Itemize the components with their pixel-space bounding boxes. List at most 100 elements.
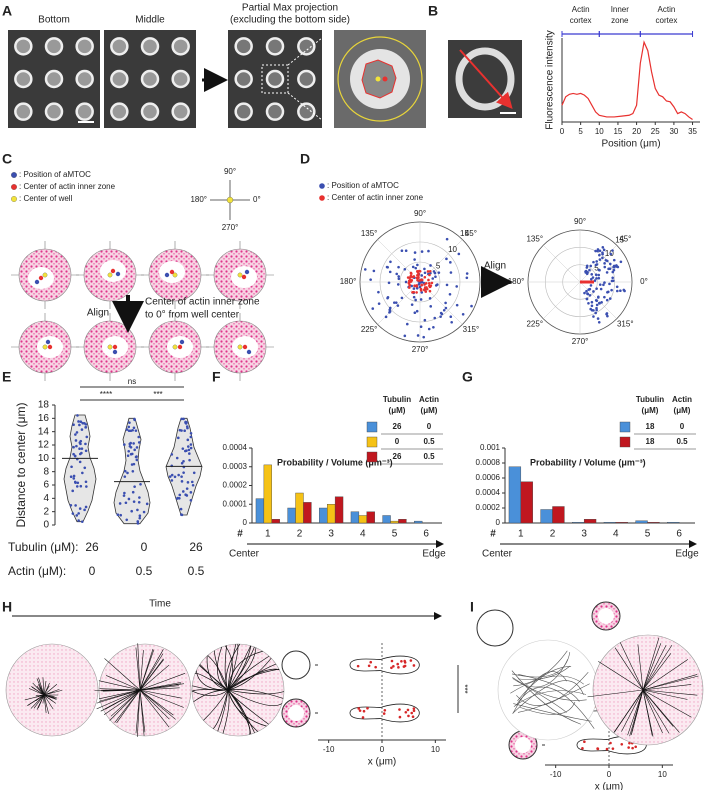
point [369,278,372,281]
point [77,519,80,522]
point [138,496,141,499]
label: 4 [360,529,366,540]
label: 315° [463,325,480,334]
point [118,502,122,505]
simulation [592,634,704,746]
point [611,249,614,252]
bar [398,519,407,524]
point [427,327,431,331]
point [428,269,432,273]
label: Tubulin (μM): [8,540,78,554]
point [119,513,123,517]
microtubule [110,689,141,717]
label: 180° [340,277,357,286]
point [168,475,172,478]
point [362,709,366,713]
label: E [2,369,11,385]
point [182,417,185,421]
point [434,275,437,278]
label: **** [100,390,112,399]
point [611,747,615,750]
point [131,469,135,473]
point [439,315,442,318]
point [605,298,609,302]
microtubule [227,645,252,691]
point [84,423,88,426]
point [627,746,630,749]
bar [271,519,280,524]
point [371,307,375,310]
label: Fluorescence intensity [545,30,556,130]
label: H [2,599,12,615]
label: 5 [594,263,599,272]
point [189,435,193,439]
point [129,452,133,456]
point [586,292,589,295]
simulation [191,643,285,737]
center-well [172,272,178,278]
point [400,249,404,253]
point [595,303,599,307]
point [407,281,411,285]
point [383,708,387,712]
point [130,463,134,466]
point [184,422,188,425]
label: Tubulin [383,395,411,404]
microtubule [139,673,186,691]
point [588,268,591,272]
point [598,283,602,286]
point [595,287,598,290]
label: 5 [578,127,583,136]
point [142,510,146,514]
bar [350,511,360,524]
point [581,747,584,750]
point [429,305,433,308]
label: 3 [328,529,334,540]
microtubule [139,649,164,691]
microtubule [32,682,45,696]
microtubule [33,694,45,709]
point [125,428,129,431]
point [138,516,142,520]
label: C [2,151,12,167]
label: 0.0006 [476,473,501,482]
microtubule [139,650,144,691]
point [597,268,601,272]
center-inner [177,344,183,350]
label: 270° [412,345,429,354]
point [445,283,449,287]
microtubule [42,694,45,704]
legend-dot [11,196,17,202]
point [414,266,418,270]
label: Probability / Volume (μm⁻³) [530,457,646,467]
point [393,301,396,304]
point [377,302,381,305]
point [145,502,149,506]
label: Bottom [38,15,70,26]
microtubule [619,642,644,691]
bar [552,506,565,524]
label: Edge [422,549,446,560]
point [427,278,430,282]
point [184,493,187,496]
microtubule [224,645,229,691]
label: 0 [427,422,432,431]
point [417,276,420,280]
microtubule [227,689,269,725]
microtubule [43,694,49,714]
point [419,325,423,329]
label: Actin (μM): [8,564,66,578]
point [592,315,595,318]
point [125,518,129,522]
label: 270° [572,337,589,346]
point [588,294,592,297]
point [127,425,131,429]
well [44,37,64,56]
point [603,265,607,269]
point [465,272,469,275]
label: 5 [392,529,398,540]
microtubule [35,694,45,698]
point [602,248,606,252]
center-well [42,344,48,350]
point [591,276,595,279]
